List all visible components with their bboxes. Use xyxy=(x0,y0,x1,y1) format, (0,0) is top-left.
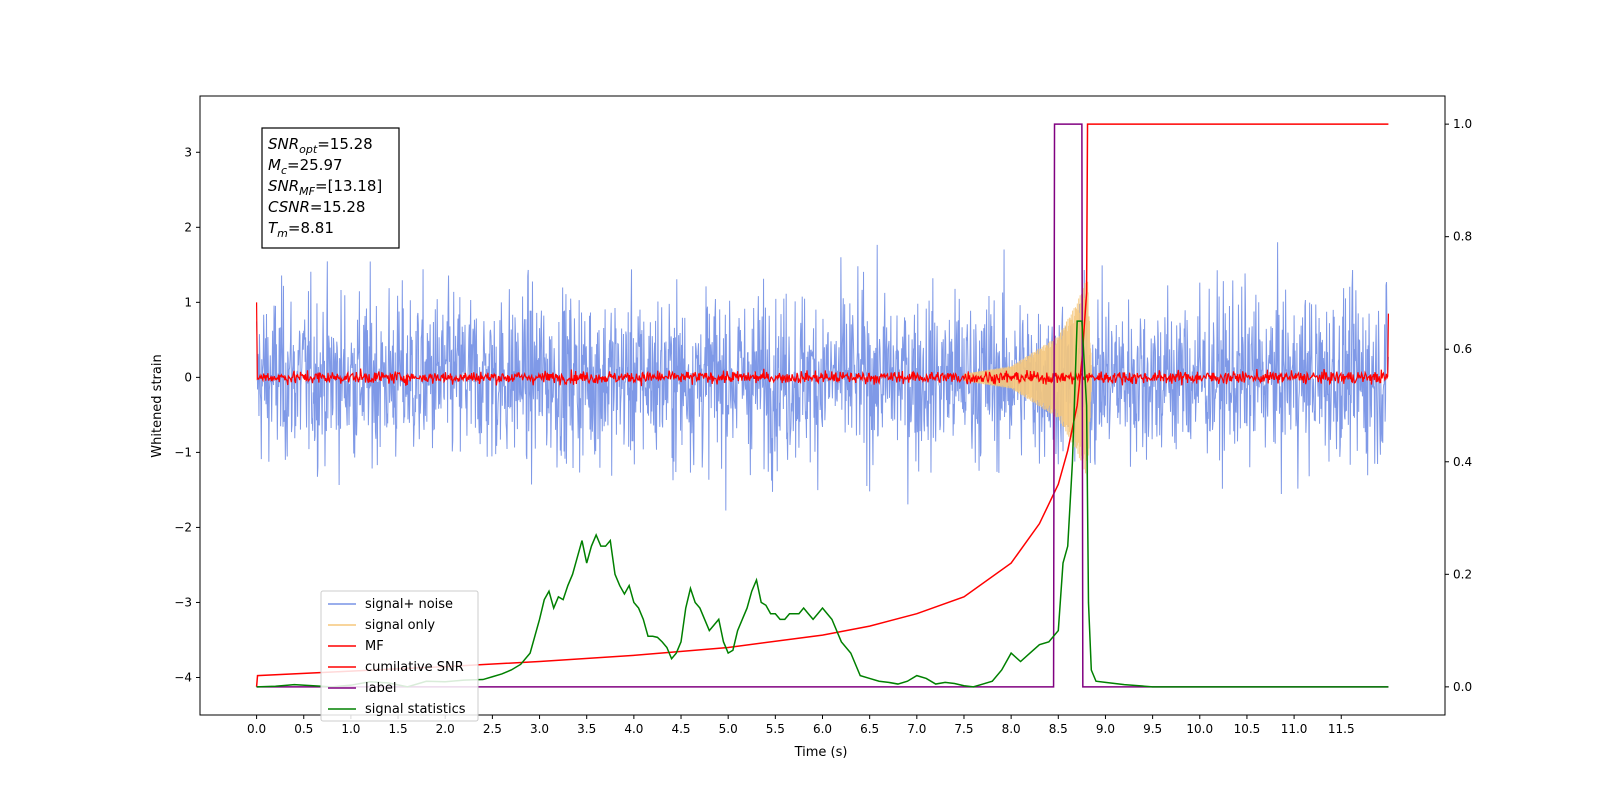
x-tick-label: 7.0 xyxy=(907,722,926,736)
y-tick-label-right: 1.0 xyxy=(1453,117,1472,131)
legend-label: signal statistics xyxy=(365,702,466,717)
annotation-line: SNRopt=15.28 xyxy=(268,135,373,156)
legend: signal+ noise signal only MF cumilative SNR… xyxy=(320,590,479,722)
y-tick-label-left: 2 xyxy=(184,220,192,234)
y-tick-label-left: 3 xyxy=(184,145,192,159)
x-tick-label: 0.5 xyxy=(294,722,313,736)
y-tick-label-left: −1 xyxy=(174,445,192,459)
series-signal-noise xyxy=(256,242,1389,511)
x-tick-label: 2.0 xyxy=(436,722,455,736)
x-tick-label: 6.0 xyxy=(813,722,832,736)
annotation-box: SNRopt=15.28Mc=25.97SNRMF=[13.18]CSNR=15… xyxy=(261,127,400,249)
y-tick-label-right: 0.4 xyxy=(1453,455,1472,469)
x-tick-label: 4.0 xyxy=(624,722,643,736)
annotation-line: Tm=8.81 xyxy=(268,219,334,240)
x-tick-label: 2.5 xyxy=(483,722,502,736)
x-tick-label: 0.0 xyxy=(247,722,266,736)
series-mf xyxy=(255,302,1390,387)
x-tick-label: 8.0 xyxy=(1002,722,1021,736)
y-tick-label-left: 0 xyxy=(184,370,192,384)
y-tick-label-right: 0.0 xyxy=(1453,680,1472,694)
x-tick-label: 11.5 xyxy=(1328,722,1355,736)
x-tick-label: 11.0 xyxy=(1281,722,1308,736)
x-tick-label: 8.5 xyxy=(1049,722,1068,736)
x-tick-label: 10.5 xyxy=(1234,722,1261,736)
x-tick-label: 3.0 xyxy=(530,722,549,736)
x-tick-label: 1.5 xyxy=(389,722,408,736)
series-label xyxy=(256,123,1389,688)
x-tick-label: 5.0 xyxy=(719,722,738,736)
legend-label: MF xyxy=(365,639,384,654)
x-tick-label: 4.5 xyxy=(671,722,690,736)
y-tick-label-left: −4 xyxy=(174,670,192,684)
x-tick-label: 6.5 xyxy=(860,722,879,736)
legend-label: signal only xyxy=(365,618,435,633)
series-signal-statistics xyxy=(256,320,1389,688)
x-tick-label: 3.5 xyxy=(577,722,596,736)
y-tick-label-left: −3 xyxy=(174,595,192,609)
x-tick-label: 9.0 xyxy=(1096,722,1115,736)
x-axis-label: Time (s) xyxy=(794,745,848,760)
legend-label: signal+ noise xyxy=(365,597,453,612)
x-tick-label: 5.5 xyxy=(766,722,785,736)
y-tick-label-right: 0.6 xyxy=(1453,342,1472,356)
annotation-line: Mc=25.97 xyxy=(268,156,343,177)
annotation-line: CSNR=15.28 xyxy=(268,198,365,216)
y-tick-label-left: 1 xyxy=(184,295,192,309)
y-tick-label-left: −2 xyxy=(174,520,192,534)
legend-frame xyxy=(320,590,479,722)
annotation-box-frame xyxy=(261,127,400,249)
annotation-line: SNRMF=[13.18] xyxy=(268,177,382,198)
x-tick-label: 1.0 xyxy=(341,722,360,736)
y-tick-label-right: 0.8 xyxy=(1453,230,1472,244)
x-tick-label: 10.0 xyxy=(1186,722,1213,736)
y-axis-label: Whitened strain xyxy=(150,354,165,457)
legend-label: label xyxy=(365,681,396,696)
x-tick-label: 9.5 xyxy=(1143,722,1162,736)
x-tick-label: 7.5 xyxy=(954,722,973,736)
axis-layer: 0.0 0.5 1.0 1.5 2.0 2.5 3.0 3.5 4.0 4.5 5.0 5.5 6.0 6… xyxy=(174,117,1472,736)
y-tick-label-right: 0.2 xyxy=(1453,567,1472,581)
legend-label: cumilative SNR xyxy=(365,660,464,675)
